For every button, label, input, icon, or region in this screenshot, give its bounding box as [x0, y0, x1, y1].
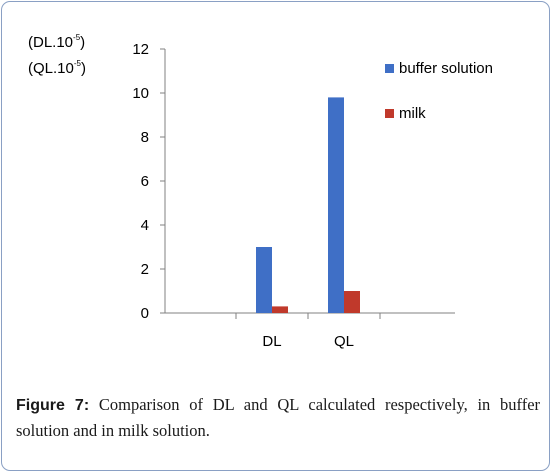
legend-item-milk: milk	[385, 105, 426, 122]
bar-milk-QL	[344, 291, 360, 313]
y-axis-label-ql: (QL.10	[28, 60, 74, 77]
y-tick-label: 2	[141, 261, 149, 278]
bar-milk-DL	[272, 306, 288, 313]
figure-caption-text: Comparison of DL and QL calculated respe…	[16, 395, 541, 440]
figure-caption-label: Figure 7:	[16, 397, 90, 414]
y-axis-label: (DL.10-5) (QL.10-5)	[28, 30, 86, 82]
y-tick-label: 8	[141, 129, 149, 146]
x-tick-label: QL	[334, 333, 354, 350]
y-tick-label: 4	[141, 217, 149, 234]
y-axis-label-ql-exponent: -5	[73, 59, 81, 68]
y-tick-label: 12	[132, 41, 149, 58]
y-tick-label: 0	[141, 305, 149, 322]
y-axis-label-dl-exponent: -5	[73, 33, 81, 42]
y-tick-label: 10	[132, 85, 149, 102]
legend-item-buffer-solution: buffer solution	[385, 60, 493, 77]
y-tick-label: 6	[141, 173, 149, 190]
y-axis-label-line1: (DL.10-5)	[28, 33, 86, 52]
bar-buffer-solution-QL	[328, 97, 344, 314]
y-axis-label-line2: (QL.10-5)	[28, 59, 86, 78]
legend-swatch-buffer-solution	[385, 64, 394, 73]
bar-chart: 0 2 4 6 8 10 12 DL QL	[132, 41, 455, 350]
legend-swatch-milk	[385, 109, 394, 118]
figure-caption: Figure 7: Comparison of DL and QL calcul…	[16, 392, 540, 443]
legend-label-buffer-solution: buffer solution	[399, 60, 493, 77]
x-tick-label: DL	[262, 333, 281, 350]
legend-label-milk: milk	[399, 105, 426, 122]
bar-buffer-solution-DL	[256, 247, 272, 313]
y-axis-label-dl: (DL.10	[28, 34, 74, 51]
